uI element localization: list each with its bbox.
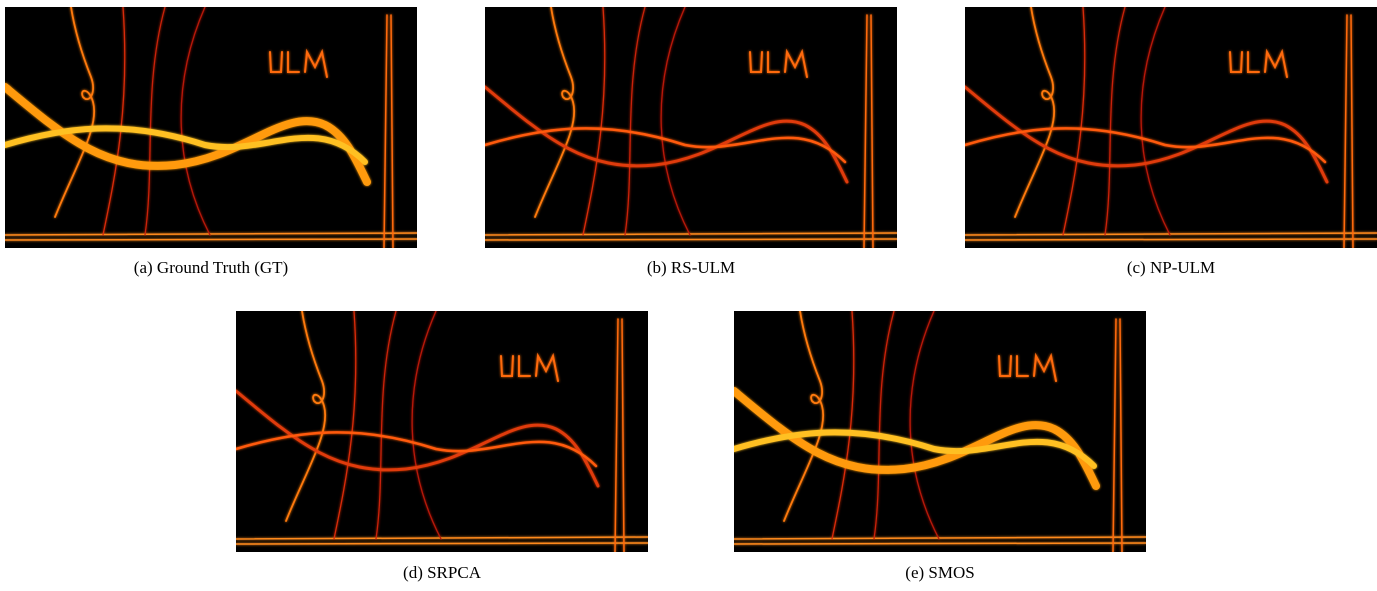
panel-image [965,7,1377,248]
caption: (d) SRPCA [236,563,648,583]
caption: (a) Ground Truth (GT) [5,258,417,278]
panel-image [734,311,1146,552]
panel-image [485,7,897,248]
figure-page: (a) Ground Truth (GT) (b) RS-ULM (c) NP-… [0,0,1377,591]
caption: (b) RS-ULM [485,258,897,278]
caption: (e) SMOS [734,563,1146,583]
panel-image [5,7,417,248]
panel-image [236,311,648,552]
caption: (c) NP-ULM [965,258,1377,278]
